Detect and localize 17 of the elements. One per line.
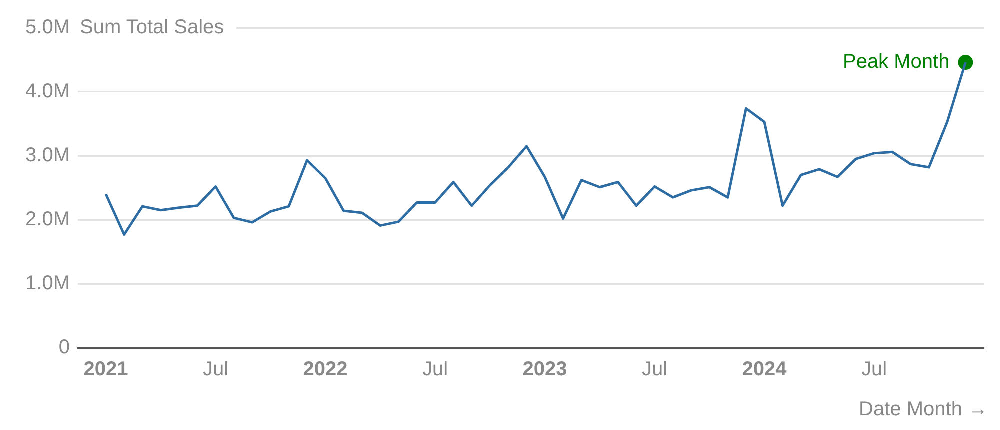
x-tick-label: Jul xyxy=(642,358,668,381)
x-tick-label: 2022 xyxy=(303,358,348,381)
x-axis-title: Date Month → xyxy=(859,398,988,421)
y-tick-label: 1.0M xyxy=(26,272,70,295)
x-tick-label: Jul xyxy=(861,358,888,381)
series-label: Peak Month xyxy=(842,51,950,74)
x-tick-label: 2023 xyxy=(522,358,568,381)
y-tick-label: 4.0M xyxy=(26,80,70,103)
x-tick-label: Jul xyxy=(422,358,448,381)
y-axis-title: Sum Total Sales xyxy=(80,16,224,39)
y-tick-label: 3.0M xyxy=(26,144,70,167)
x-tick-label: 2024 xyxy=(742,358,788,381)
y-tick-label: 2.0M xyxy=(26,208,70,231)
y-tick-label: 0 xyxy=(58,336,70,359)
x-tick-label: 2021 xyxy=(84,358,128,381)
y-tick-label: 5.0M xyxy=(26,16,70,39)
x-tick-label: Jul xyxy=(203,358,229,381)
